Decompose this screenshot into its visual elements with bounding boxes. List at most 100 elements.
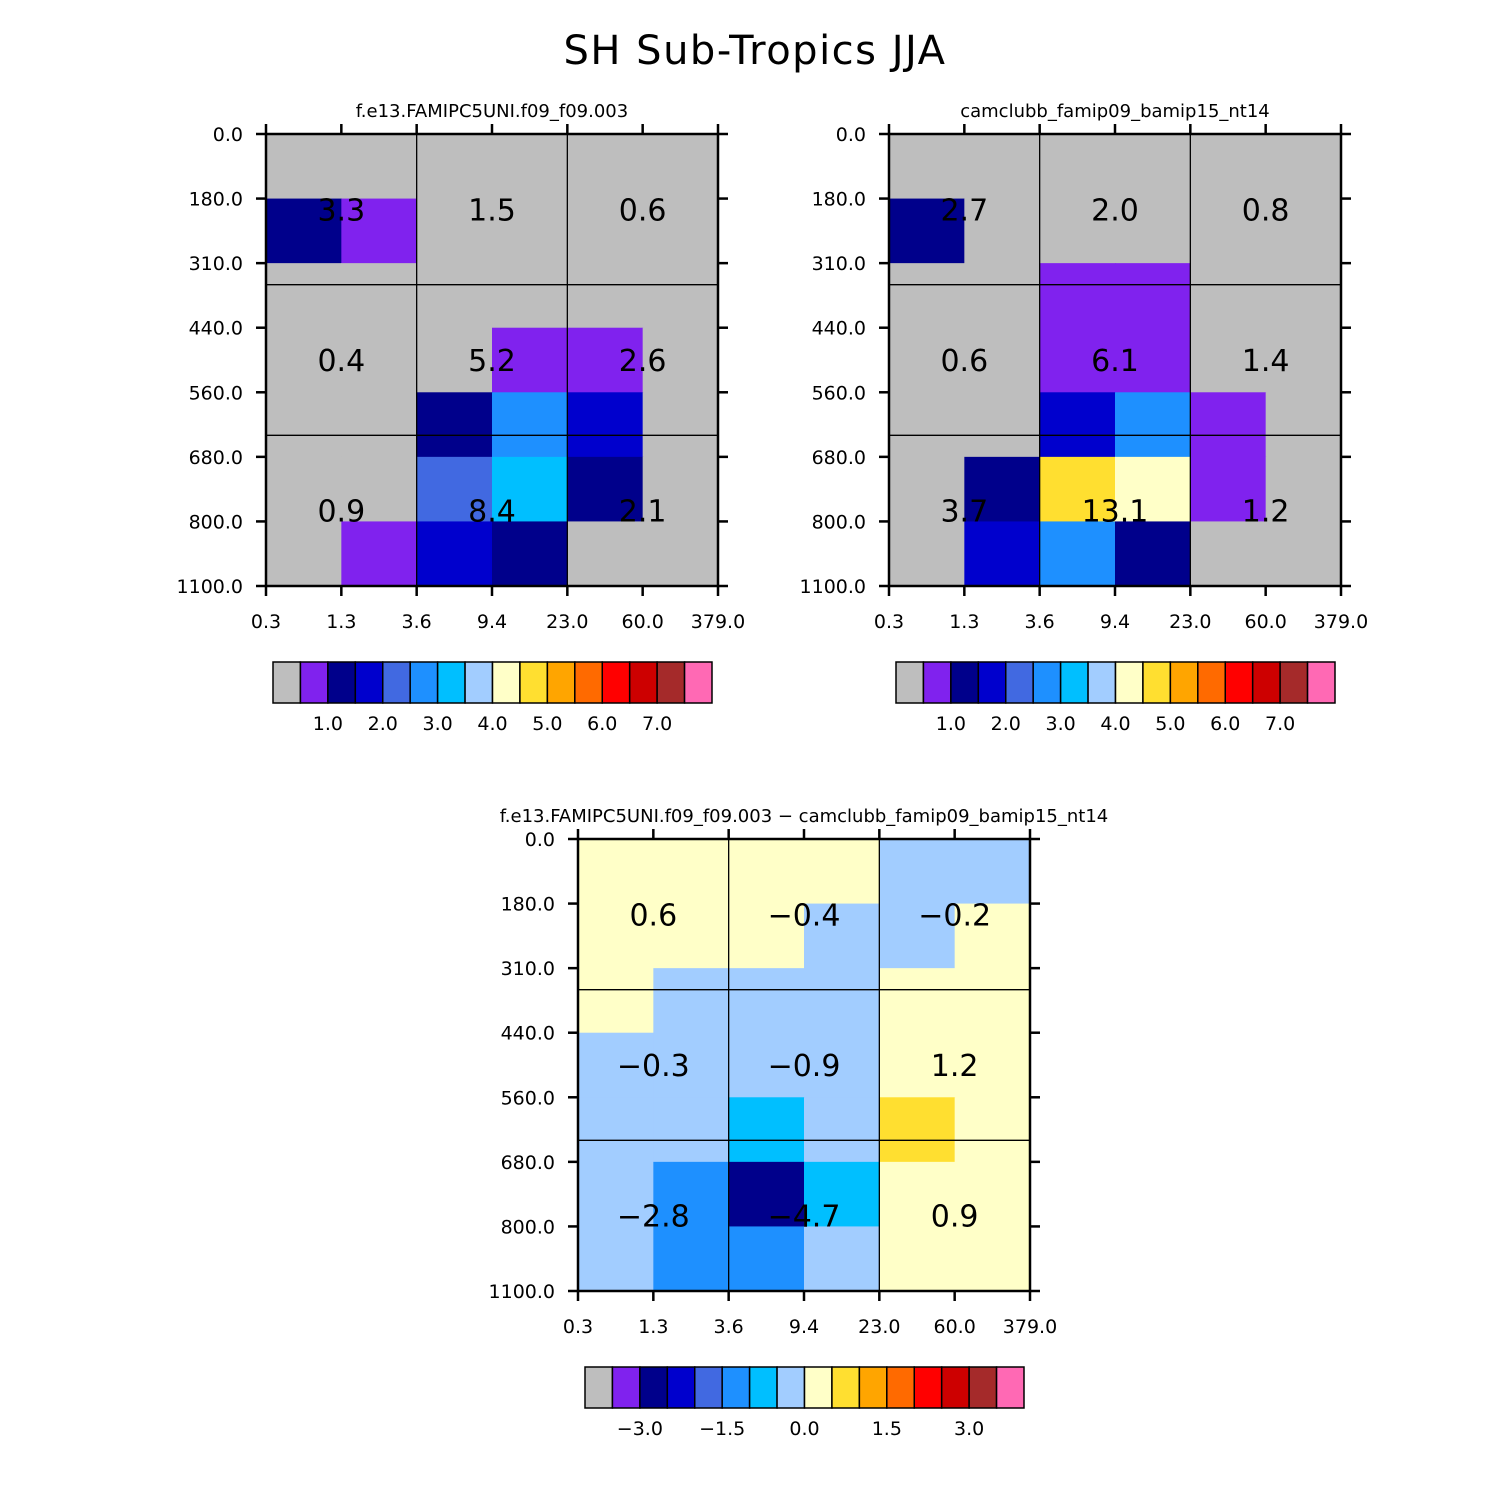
cell-value-label: 0.6 [940,344,988,379]
heatmap-cell [1115,456,1191,523]
heatmap-cell [567,392,644,458]
heatmap-cell [1265,198,1342,264]
y-tick-label: 310.0 [501,958,555,980]
x-tick-label: 1.3 [638,1316,668,1338]
heatmap-cell [1039,392,1116,458]
colorbar-box [666,1366,696,1409]
heatmap-cell [266,134,342,200]
heatmap-cell [1039,134,1116,200]
cell-value-label: −0.3 [617,1049,690,1084]
colorbar-label: 3.0 [954,1418,984,1440]
heatmap-cell [653,1161,730,1228]
heatmap-cell [804,968,880,1034]
colorbar-label: 4.0 [1100,713,1130,735]
colorbar-box [1059,661,1089,704]
x-tick-label: 3.6 [402,611,432,633]
heatmap-cell [1190,198,1267,264]
heatmap-cell [266,198,342,264]
panel-2: camclubb_famip09_bamip15_nt14 2.7 2.0 0.8 0.… [800,101,1369,735]
colorbar-label: 4.0 [477,713,507,735]
colorbar-label: 3.0 [423,713,453,735]
colorbar-box [1224,661,1254,704]
y-tick-label: 180.0 [189,189,243,211]
heatmap-cell [567,134,644,200]
colorbar-box [913,1366,943,1409]
colorbar-label: −3.0 [617,1418,663,1440]
heatmap-cell [341,456,418,523]
cell-value-label: 1.2 [931,1049,979,1084]
heatmap-cell [728,1032,805,1098]
colorbar-box [748,1366,778,1409]
heatmap-cell [804,1226,880,1292]
panel-title: camclubb_famip09_bamip15_nt14 [960,101,1270,122]
colorbar-box [1279,661,1309,704]
heatmap-cell [266,392,342,458]
y-tick-label: 800.0 [189,511,243,533]
x-tick-label: 60.0 [934,1316,976,1338]
cell-value-label: 2.7 [940,193,988,228]
colorbar-label: 3.0 [1046,713,1076,735]
colorbar-label: 6.0 [587,713,617,735]
heatmap-cell [954,1097,1031,1163]
colorbar-box [1142,661,1172,704]
colorbar-label: 1.0 [936,713,966,735]
heatmap-cell [341,263,418,329]
cell-value-label: −0.2 [918,898,991,933]
x-tick-label: 3.6 [1025,611,1055,633]
heatmap-cell [1265,392,1342,458]
y-tick-label: 310.0 [812,253,866,275]
y-tick-label: 680.0 [501,1152,555,1174]
heatmap-cell [1190,327,1267,393]
x-tick-label: 379.0 [1003,1316,1057,1338]
cell-value-label: −4.7 [768,1200,841,1235]
colorbar-label: 5.0 [532,713,562,735]
heatmap-cell [964,521,1041,587]
cell-value-label: 2.6 [619,344,667,379]
heatmap-cell [266,521,342,587]
colorbar-box [831,1366,861,1409]
colorbar-label: 7.0 [1265,713,1295,735]
colorbar-box [584,1366,614,1409]
colorbar-box [886,1366,915,1409]
heatmap-cell [954,903,1031,969]
colorbar-box [1169,661,1199,704]
heatmap-cell [804,1097,880,1163]
colorbar-box [1306,661,1336,704]
cell-value-label: 3.7 [940,495,988,530]
colorbar-label: 2.0 [991,713,1021,735]
cell-value-label: 6.1 [1091,344,1139,379]
heatmap-cell [804,839,880,905]
heatmap-cell [653,839,730,905]
y-tick-label: 310.0 [189,253,243,275]
heatmap-cell [1115,521,1191,587]
heatmap-cell [1115,134,1191,200]
y-tick-label: 800.0 [501,1216,555,1238]
x-tick-label: 23.0 [546,611,588,633]
x-tick-label: 9.4 [477,611,507,633]
y-tick-label: 560.0 [501,1087,555,1109]
heatmap-cell [1190,134,1267,200]
colorbar-box [628,661,658,704]
heatmap-cell [1265,263,1342,329]
colorbar-box [1114,661,1144,704]
heatmap-cell [1115,198,1191,264]
heatmap-cell [889,521,965,587]
heatmap-cell [653,968,730,1034]
heatmap-cell [954,1032,1031,1098]
heatmap-cell [492,198,568,264]
heatmap-cell [964,456,1041,523]
heatmap-cell [1115,327,1191,393]
y-tick-label: 0.0 [836,124,866,146]
cell-value-label: 0.9 [317,495,365,530]
colorbar-box [803,1366,833,1409]
heatmap-cell [567,521,644,587]
page-title: SH Sub-Tropics JJA [564,28,947,74]
cell-value-label: 0.8 [1242,193,1290,228]
heatmap-cell [728,968,805,1034]
heatmap-cell [492,456,568,523]
colorbar-box [574,661,603,704]
colorbar-box [611,1366,641,1409]
y-tick-label: 1100.0 [489,1281,555,1303]
heatmap-cell [492,521,568,587]
colorbar-label: 6.0 [1210,713,1240,735]
